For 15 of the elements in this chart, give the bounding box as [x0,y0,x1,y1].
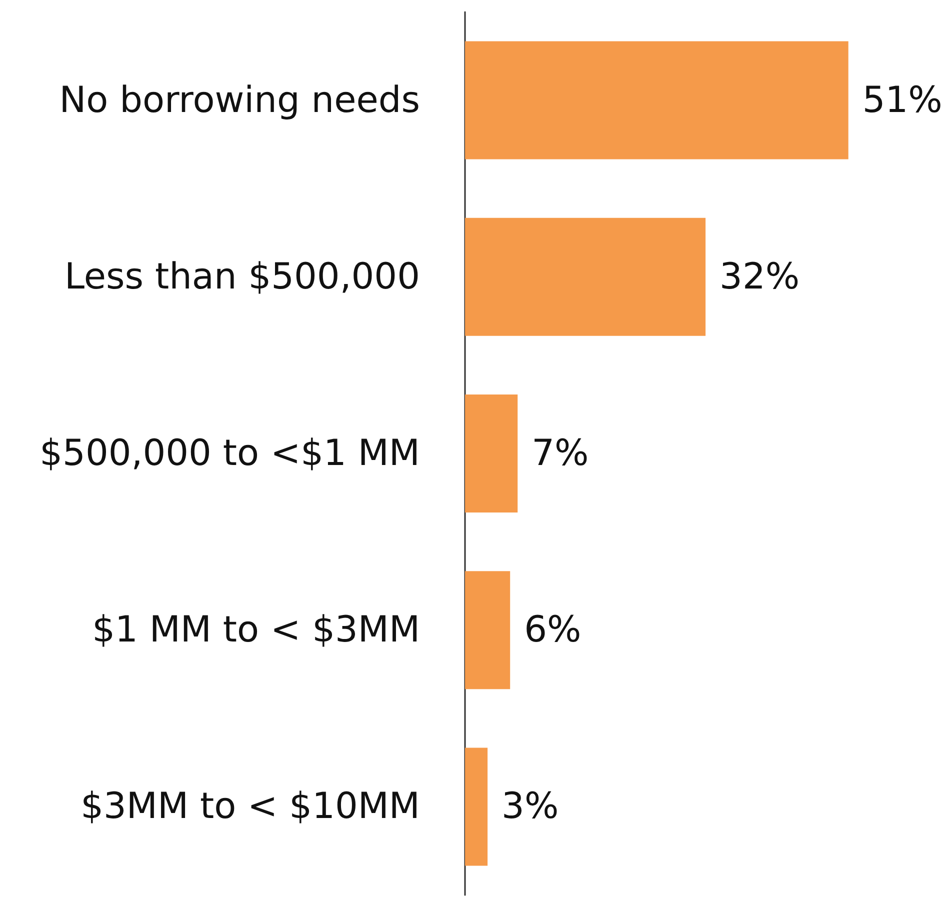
y-tick-label: No borrowing needs [59,80,420,121]
data-label: 51% [862,80,942,121]
y-tick-label: $500,000 to <$1 MM [40,433,420,474]
y-tick-label: $1 MM to < $3MM [92,610,420,651]
data-label: 7% [532,433,589,474]
data-label: 3% [502,786,559,828]
bar [465,748,488,866]
bar [465,218,706,336]
y-tick-label: Less than $500,000 [64,256,420,298]
data-label: 32% [720,256,800,298]
data-label: 6% [524,610,582,651]
bar [465,41,848,160]
y-tick-label: $3MM to < $10MM [80,786,420,828]
bar [465,394,518,512]
bar [465,571,510,690]
